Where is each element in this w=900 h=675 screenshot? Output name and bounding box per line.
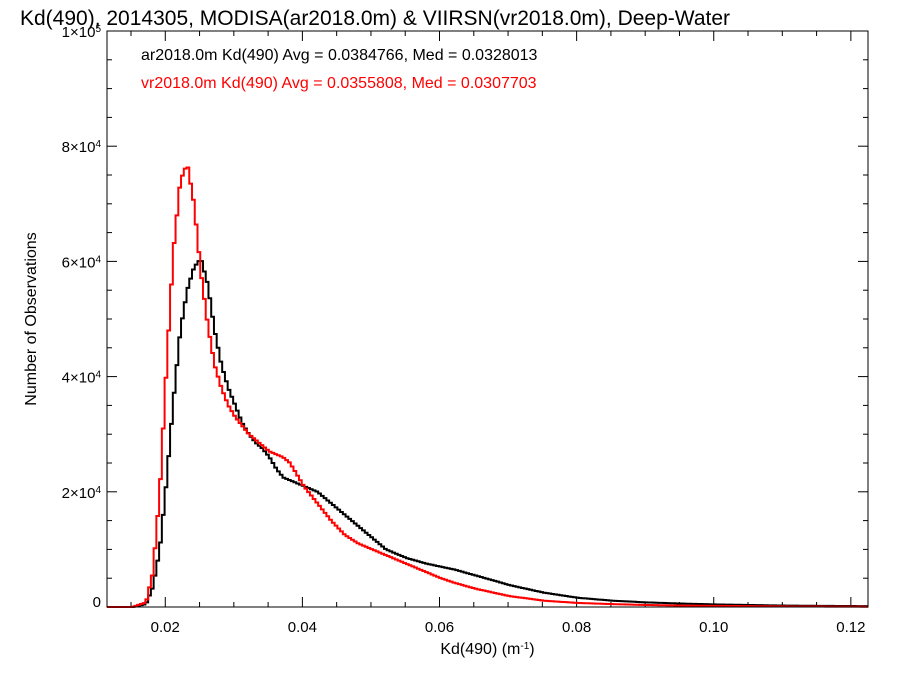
y-tick-label: 1×105 [62,24,102,42]
x-axis-label-close: ) [529,641,534,658]
y-axis: 0 2×104 4×104 6×104 8×104 1×105 [62,24,868,611]
y-tick-label: 2×104 [62,484,102,502]
x-tick-label: 0.02 [151,619,180,636]
x-axis-label: Kd(490) (m-1) [440,641,534,659]
series-line-modisa [107,260,868,608]
x-axis-label-sup: -1 [520,641,529,652]
y-axis-label: Number of Observations [23,232,40,405]
y-tick-label: 4×104 [62,369,102,387]
x-tick-label: 0.12 [836,619,865,636]
legend-entry-modisa: ar2018.0m Kd(490) Avg = 0.0384766, Med =… [141,47,538,64]
x-tick-label: 0.08 [562,619,591,636]
x-axis-label-main: Kd(490) (m [440,641,520,658]
y-tick-label: 6×104 [62,254,102,272]
plot-frame [106,30,869,608]
legend-entry-viirsn: vr2018.0m Kd(490) Avg = 0.0355808, Med =… [141,75,537,92]
y-tick-label: 0 [93,594,101,611]
x-tick-label: 0.04 [288,619,317,636]
chart-title: Kd(490), 2014305, MODISA(ar2018.0m) & VI… [20,7,730,30]
y-tick-label: 8×104 [62,139,102,157]
legend: ar2018.0m Kd(490) Avg = 0.0384766, Med =… [141,47,538,92]
series-line-viirsn [107,166,868,608]
x-tick-label: 0.06 [425,619,454,636]
x-tick-label: 0.10 [699,619,728,636]
x-axis: 0.02 0.04 0.06 0.08 0.10 0.12 [130,31,865,636]
series-group [107,166,868,608]
